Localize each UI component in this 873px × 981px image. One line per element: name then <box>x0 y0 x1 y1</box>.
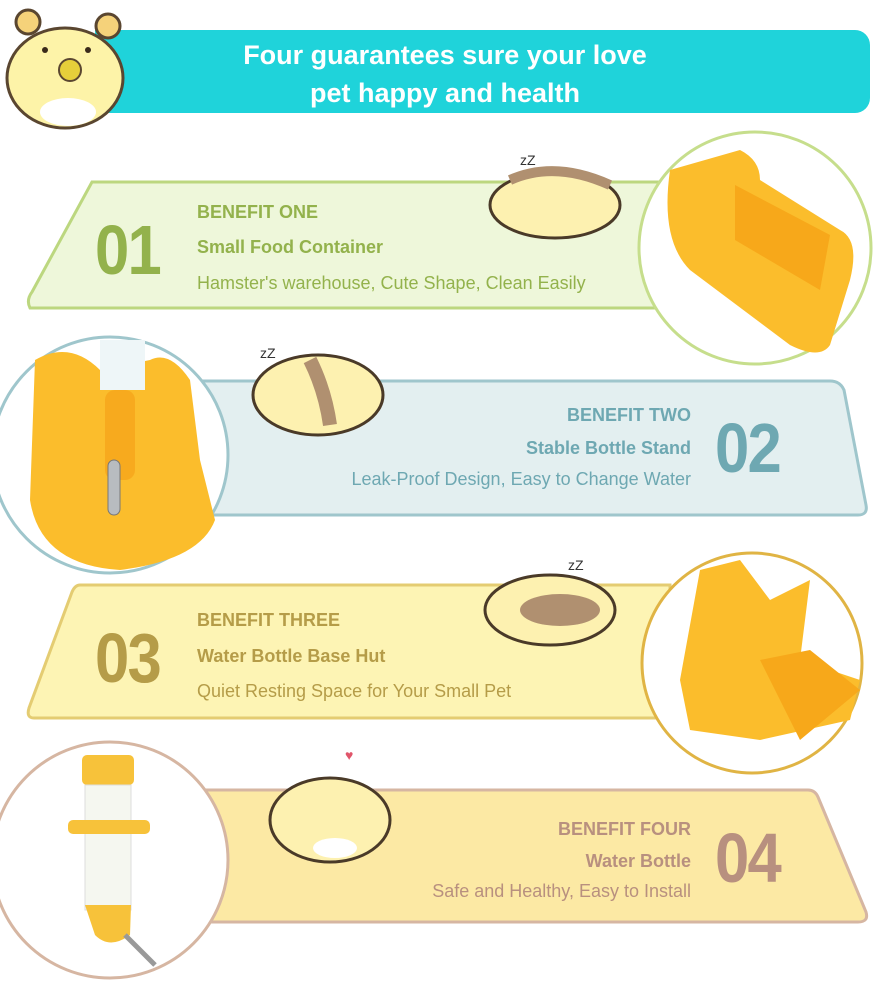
benefit-four-desc: Safe and Healthy, Easy to Install <box>432 881 691 901</box>
sleeping-hamster-two-illustration: zZ <box>251 345 385 437</box>
header-line-2: pet happy and health <box>309 78 581 108</box>
benefit-one-number: 01 <box>95 211 162 289</box>
benefit-two-desc: Leak-Proof Design, Easy to Change Water <box>351 469 691 489</box>
base-hut-photo <box>640 551 864 775</box>
benefit-four-label: BENEFIT FOUR <box>558 819 691 839</box>
happy-hamster-illustration: ♥ <box>268 747 392 864</box>
hamster-eating-illustration <box>5 8 125 130</box>
svg-text:zZ: zZ <box>260 345 276 361</box>
header-banner <box>95 30 870 113</box>
benefit-four-number: 04 <box>715 819 782 897</box>
sleeping-hamster-one-illustration: zZ <box>488 152 622 240</box>
svg-text:zZ: zZ <box>520 152 536 168</box>
bottle-stand-photo <box>0 335 230 575</box>
svg-text:zZ: zZ <box>568 557 584 573</box>
food-container-photo <box>637 130 873 366</box>
benefit-three-desc: Quiet Resting Space for Your Small Pet <box>197 681 512 701</box>
benefit-three-title: Water Bottle Base Hut <box>197 646 386 666</box>
water-bottle-photo <box>0 740 230 980</box>
header-title: Four guarantees sure your love pet happy… <box>210 36 680 112</box>
benefit-one-desc: Hamster's warehouse, Cute Shape, Clean E… <box>197 273 586 293</box>
benefit-three-label: BENEFIT THREE <box>197 610 341 630</box>
benefit-one-label: BENEFIT ONE <box>197 202 319 222</box>
benefit-three-number: 03 <box>95 619 162 697</box>
benefit-four-title: Water Bottle <box>585 851 691 871</box>
benefit-two-title: Stable Bottle Stand <box>525 438 691 458</box>
benefit-two-number: 02 <box>715 409 782 487</box>
svg-text:♥: ♥ <box>345 747 353 763</box>
sleeping-hamster-three-illustration: zZ <box>483 557 617 647</box>
header-line-1: Four guarantees sure your love <box>243 40 647 70</box>
benefit-one-title: Small Food Container <box>197 237 384 257</box>
benefit-two-label: BENEFIT TWO <box>567 405 691 425</box>
